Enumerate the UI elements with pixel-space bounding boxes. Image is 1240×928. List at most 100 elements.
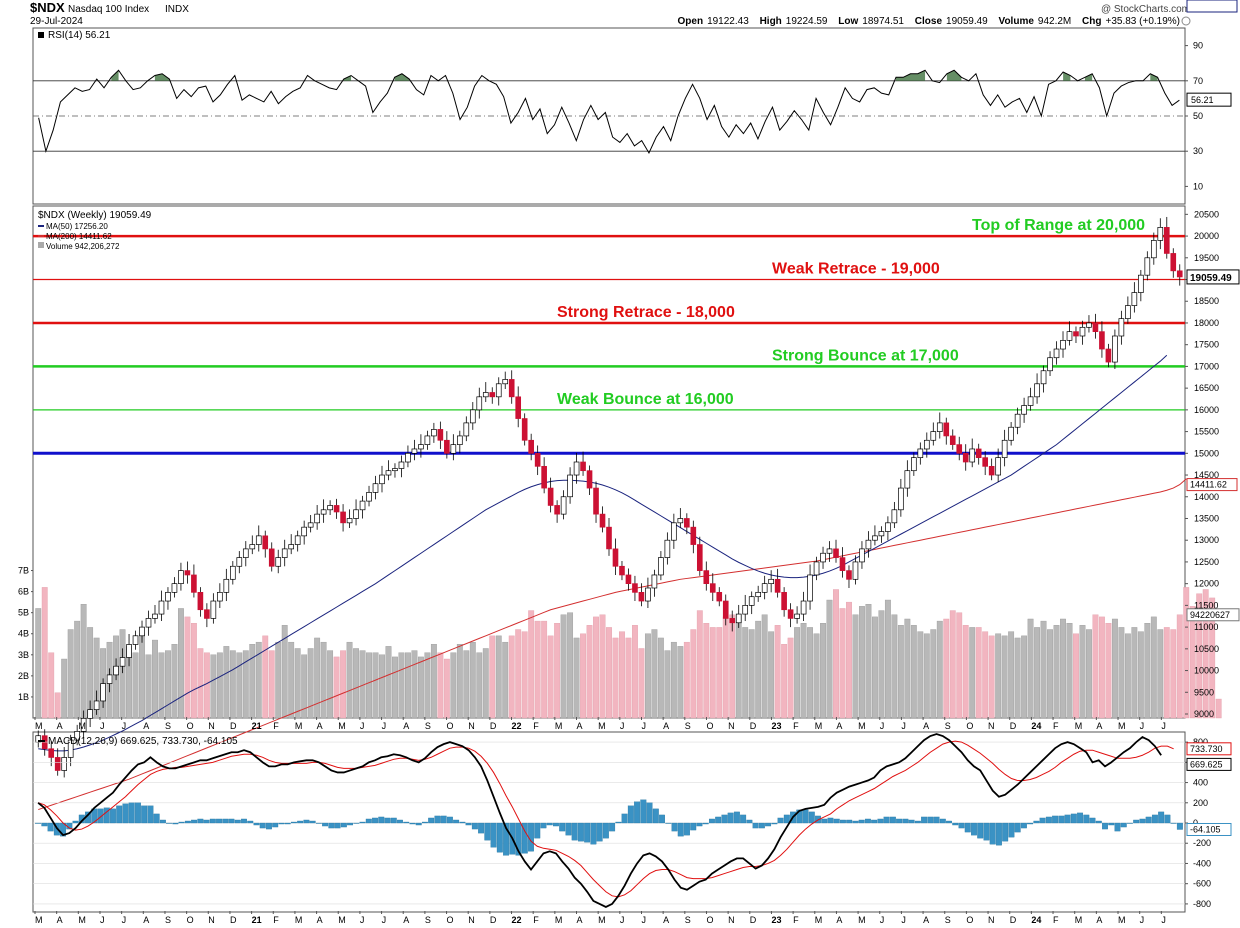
volume-bar bbox=[956, 612, 963, 719]
macd-hist-bar bbox=[122, 803, 129, 824]
macd-hist-bar bbox=[166, 822, 173, 824]
price-tick-label-9000: 9000 bbox=[1194, 709, 1214, 719]
macd-hist-bar bbox=[821, 818, 828, 824]
macd-hist-bar bbox=[596, 822, 603, 842]
macd-hist-bar bbox=[278, 822, 285, 825]
candle-body bbox=[528, 439, 534, 454]
macd-hist-bar bbox=[796, 809, 803, 824]
volume-bar bbox=[560, 614, 567, 719]
volume-bar bbox=[969, 627, 976, 719]
volume-bar bbox=[833, 589, 839, 719]
candle-body bbox=[748, 596, 755, 606]
candle-body bbox=[995, 457, 1001, 476]
candle-body bbox=[898, 487, 904, 511]
macd-hist-bar bbox=[1039, 817, 1046, 824]
volume-bar bbox=[722, 616, 729, 719]
macd-panel-frame bbox=[32, 731, 1186, 913]
macd-hist-bar bbox=[484, 822, 491, 841]
volume-bar bbox=[456, 644, 463, 719]
macd-hist-bar bbox=[727, 812, 734, 824]
price-x-axis-label: F bbox=[533, 721, 539, 731]
macd-hist-bar bbox=[783, 814, 790, 824]
candle-body bbox=[1001, 439, 1008, 459]
price-x-axis-label: O bbox=[706, 721, 713, 731]
volume-bar bbox=[1099, 616, 1105, 719]
candle-body bbox=[405, 452, 411, 463]
volume-bar bbox=[975, 627, 982, 719]
candle-body bbox=[171, 583, 178, 593]
volume-bar bbox=[657, 637, 664, 719]
macd-hist-bar bbox=[702, 822, 709, 825]
candle-body bbox=[398, 461, 405, 469]
volume-bar bbox=[476, 652, 483, 719]
volume-bar bbox=[41, 587, 48, 719]
macd-hist-bar bbox=[833, 818, 840, 824]
candle-body bbox=[502, 379, 509, 385]
macd-x-axis-label: A bbox=[57, 915, 63, 925]
macd-hist-bar bbox=[440, 815, 447, 824]
candle-body bbox=[872, 535, 878, 541]
candle-body bbox=[87, 709, 93, 719]
price-tick-label-17500: 17500 bbox=[1194, 340, 1219, 350]
volume-bar bbox=[800, 623, 807, 719]
candle-body bbox=[664, 539, 671, 558]
price-tick-label-15000: 15000 bbox=[1194, 448, 1219, 458]
macd-hist-bar bbox=[540, 822, 547, 829]
macd-hist-bar bbox=[921, 816, 928, 824]
chart-index-name: Nasdaq 100 Index bbox=[68, 4, 149, 15]
macd-hist-bar bbox=[428, 817, 435, 824]
volume-bar bbox=[768, 631, 775, 719]
candle-body bbox=[1118, 318, 1125, 337]
macd-x-axis-label: A bbox=[577, 915, 583, 925]
macd-hist-bar bbox=[733, 811, 740, 824]
volume-bar bbox=[677, 646, 684, 719]
volume-bar bbox=[891, 614, 898, 719]
candle-body bbox=[1150, 240, 1157, 259]
candle-body bbox=[742, 605, 749, 615]
right-value-labels: 56.21 19059.49 17256.20 14411.62 94220627 733… bbox=[1186, 0, 1240, 836]
quote-line: Open 19122.43 High 19224.59 Low 18974.51 Cl… bbox=[678, 16, 1181, 27]
macd-hist-bar bbox=[1145, 816, 1152, 824]
macd-hist-bar bbox=[977, 822, 984, 839]
volume-bar bbox=[826, 599, 833, 719]
volume-bar bbox=[1073, 633, 1079, 719]
volume-bar bbox=[1137, 631, 1144, 719]
macd-hist-bar bbox=[721, 814, 728, 824]
macd-hist-bar bbox=[1158, 811, 1165, 824]
volume-last-box bbox=[1186, 608, 1240, 622]
volume-bar bbox=[502, 641, 509, 719]
macd-hist-bar bbox=[97, 808, 104, 824]
macd-x-axis-label: F bbox=[533, 915, 539, 925]
macd-hist-bar bbox=[409, 822, 416, 825]
volume-bar bbox=[787, 637, 794, 719]
volume-bar bbox=[904, 618, 911, 719]
candle-body bbox=[787, 609, 794, 619]
volume-tick-label-4B: 4B bbox=[18, 629, 29, 639]
macd-hist-bar bbox=[1108, 822, 1115, 826]
volume-bar bbox=[936, 620, 943, 719]
candle-body bbox=[469, 409, 476, 424]
volume-bar bbox=[366, 652, 372, 719]
candle-body bbox=[761, 583, 768, 593]
candle-body bbox=[781, 591, 787, 611]
price-x-axis-label: N bbox=[208, 721, 215, 731]
candle-body bbox=[703, 570, 710, 585]
macd-signal-line bbox=[37, 740, 1174, 898]
macd-hist-bar bbox=[858, 819, 865, 824]
macd-hist-bar bbox=[1002, 822, 1009, 842]
volume-bar bbox=[203, 652, 210, 719]
candle-body bbox=[424, 435, 431, 445]
candle-body bbox=[359, 500, 366, 511]
close-icon[interactable] bbox=[1181, 16, 1191, 26]
price-x-axis-label: A bbox=[403, 721, 409, 731]
candle-body bbox=[1131, 292, 1138, 306]
candle-body bbox=[249, 544, 256, 550]
volume-bar bbox=[664, 650, 671, 719]
price-tick-label-14000: 14000 bbox=[1194, 492, 1219, 502]
volume-bar bbox=[262, 635, 269, 719]
macd-hist-bar bbox=[565, 822, 572, 836]
price-x-axis-label: A bbox=[836, 721, 842, 731]
macd-hist-bar bbox=[347, 822, 354, 826]
volume-bar bbox=[1202, 589, 1209, 719]
volume-y-axis: 7B 6B 5B 4B 3B 2B 1B bbox=[18, 566, 33, 702]
